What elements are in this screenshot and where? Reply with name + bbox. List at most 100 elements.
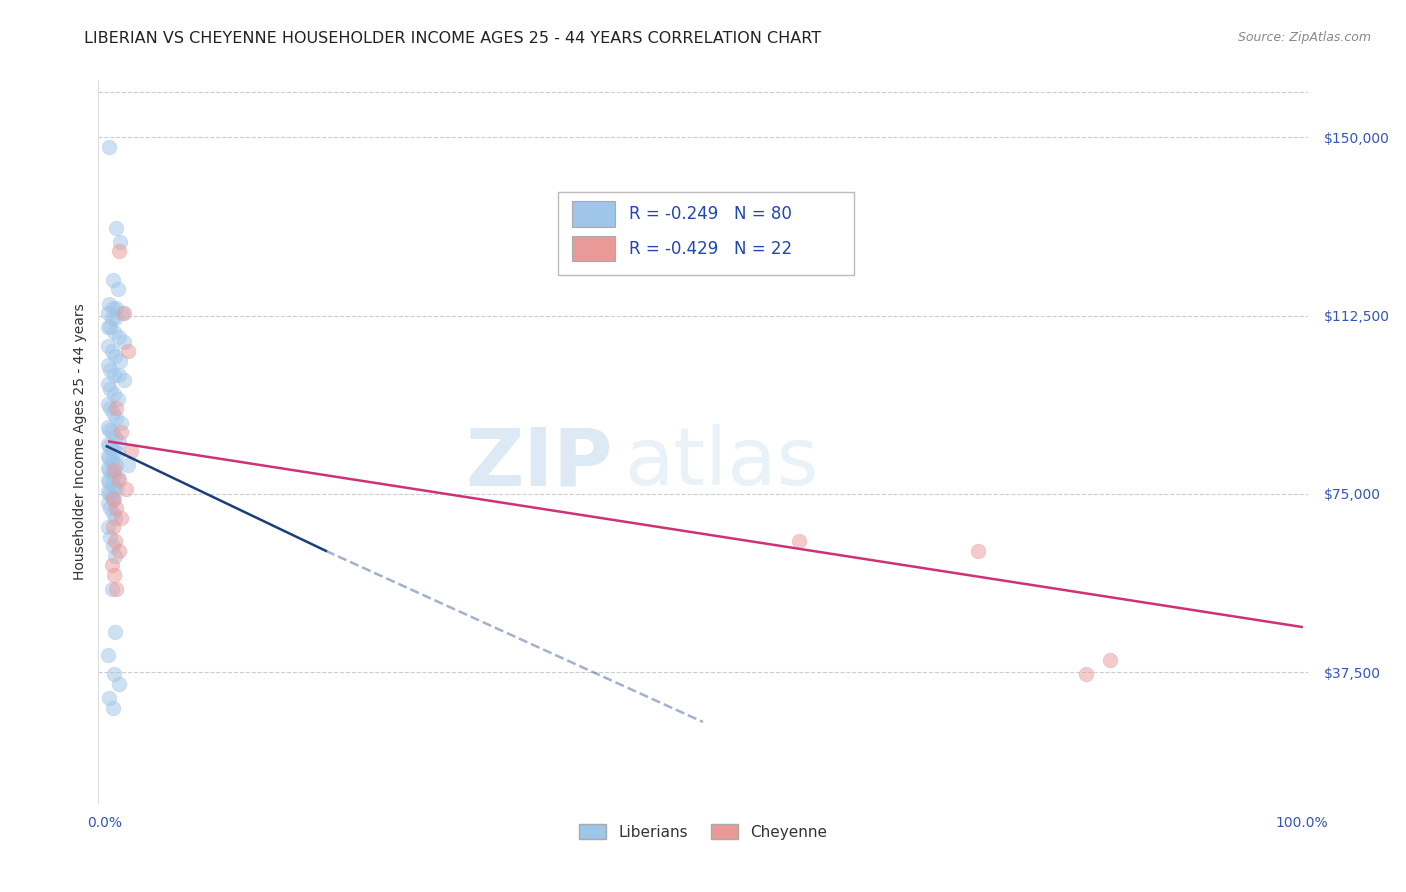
- Point: [115, 482, 138, 496]
- Point: [105, 582, 128, 596]
- Point: [107, 368, 129, 382]
- Point: [97, 648, 120, 663]
- Point: [101, 520, 124, 534]
- Point: [97, 320, 120, 334]
- Point: [98, 296, 121, 310]
- Point: [112, 334, 135, 349]
- Point: [1099, 653, 1122, 667]
- Point: [98, 691, 121, 706]
- Point: [117, 458, 139, 473]
- Point: [103, 444, 125, 458]
- Point: [104, 534, 127, 549]
- Point: [104, 510, 127, 524]
- Point: [104, 310, 127, 325]
- Text: Source: ZipAtlas.com: Source: ZipAtlas.com: [1237, 31, 1371, 45]
- Point: [103, 467, 125, 482]
- Point: [101, 406, 124, 420]
- Point: [111, 306, 134, 320]
- Legend: Liberians, Cheyenne: Liberians, Cheyenne: [572, 818, 834, 846]
- FancyBboxPatch shape: [572, 202, 614, 227]
- Point: [107, 244, 129, 259]
- Point: [103, 387, 125, 401]
- Point: [100, 310, 122, 325]
- Point: [100, 477, 122, 491]
- Point: [107, 470, 129, 484]
- Point: [100, 363, 122, 377]
- Point: [107, 434, 129, 449]
- Point: [100, 489, 122, 503]
- Point: [105, 482, 128, 496]
- Point: [107, 282, 129, 296]
- Point: [101, 539, 124, 553]
- Point: [97, 396, 120, 410]
- Point: [97, 449, 120, 463]
- Text: R = -0.249   N = 80: R = -0.249 N = 80: [630, 205, 792, 223]
- Point: [105, 401, 128, 416]
- Text: R = -0.429   N = 22: R = -0.429 N = 22: [630, 240, 793, 258]
- Point: [98, 451, 121, 466]
- Point: [104, 430, 127, 444]
- Point: [103, 567, 125, 582]
- Point: [100, 442, 122, 456]
- Point: [103, 325, 125, 339]
- Point: [98, 487, 121, 501]
- Point: [97, 460, 120, 475]
- Point: [105, 220, 128, 235]
- Point: [107, 446, 129, 460]
- Point: [97, 306, 120, 320]
- Text: LIBERIAN VS CHEYENNE HOUSEHOLDER INCOME AGES 25 - 44 YEARS CORRELATION CHART: LIBERIAN VS CHEYENNE HOUSEHOLDER INCOME …: [84, 31, 821, 46]
- Point: [107, 473, 129, 487]
- Point: [100, 466, 122, 480]
- Point: [97, 520, 120, 534]
- Point: [104, 549, 127, 563]
- FancyBboxPatch shape: [572, 236, 614, 261]
- Point: [100, 501, 122, 516]
- Point: [110, 510, 132, 524]
- Point: [100, 582, 122, 596]
- Point: [1074, 667, 1097, 681]
- Point: [97, 473, 120, 487]
- Point: [100, 344, 122, 359]
- Point: [967, 544, 990, 558]
- Point: [100, 425, 122, 439]
- Point: [105, 410, 128, 425]
- Point: [100, 530, 122, 544]
- Point: [107, 677, 129, 691]
- Point: [103, 368, 125, 382]
- Point: [101, 700, 124, 714]
- Text: atlas: atlas: [624, 425, 818, 502]
- Point: [100, 558, 122, 573]
- Point: [97, 484, 120, 499]
- Point: [103, 491, 125, 506]
- FancyBboxPatch shape: [558, 193, 855, 276]
- Point: [108, 235, 131, 249]
- Point: [97, 359, 120, 373]
- Point: [108, 353, 131, 368]
- Point: [98, 439, 121, 453]
- Point: [103, 456, 125, 470]
- Point: [105, 501, 128, 516]
- Point: [97, 437, 120, 451]
- Point: [101, 301, 124, 316]
- Point: [120, 444, 142, 458]
- Point: [110, 425, 132, 439]
- Point: [97, 377, 120, 392]
- Point: [104, 624, 127, 639]
- Point: [97, 496, 120, 510]
- Point: [98, 423, 121, 437]
- Point: [101, 506, 124, 520]
- Point: [107, 330, 129, 344]
- Point: [103, 463, 125, 477]
- Point: [98, 140, 121, 154]
- Point: [100, 453, 122, 467]
- Point: [107, 544, 129, 558]
- Point: [110, 416, 132, 430]
- Point: [105, 458, 128, 473]
- Point: [101, 273, 124, 287]
- Point: [100, 382, 122, 396]
- Point: [103, 667, 125, 681]
- Point: [97, 420, 120, 434]
- Point: [98, 463, 121, 477]
- Point: [101, 491, 124, 506]
- Point: [97, 339, 120, 353]
